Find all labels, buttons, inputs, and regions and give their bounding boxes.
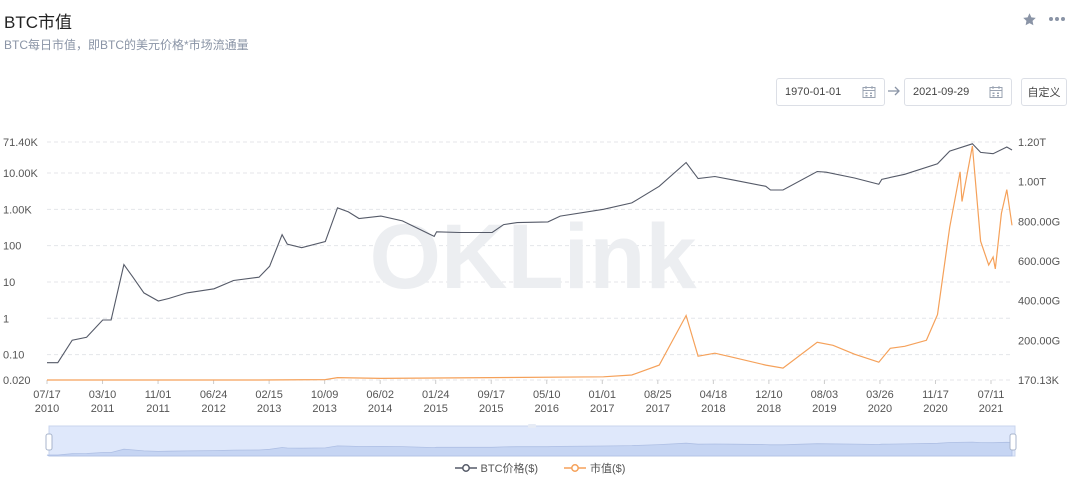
x-tick-year: 2013 [312, 403, 336, 415]
line-marker-icon [454, 464, 477, 472]
y-axis-left: 71.40K 10.00K 1.00K 100 10 1 0.10 0.020 [3, 137, 39, 387]
slider-overview [46, 441, 1013, 457]
y-left-tick-label: 0.10 [3, 350, 24, 362]
x-tick-year: 2010 [35, 403, 59, 415]
slider-handle-right [1009, 433, 1017, 451]
x-tick-year: 2015 [423, 403, 447, 415]
end-date-value: 2021-09-29 [913, 86, 970, 98]
x-tick-label: 10/09 [311, 389, 339, 401]
header-actions [1020, 10, 1066, 28]
chart-area: OKLink 71.40K10.00K1.00K1001010.100.020 … [3, 137, 1060, 457]
start-date-input[interactable]: 1970-01-01 [776, 78, 885, 106]
legend-item-price[interactable]: BTC价格($) [454, 460, 538, 476]
plot-series [47, 143, 1013, 381]
slider-handle-left [45, 433, 53, 451]
y-right-tick-label: 400.00G [1018, 296, 1060, 308]
x-tick-label: 01/01 [589, 389, 617, 401]
x-axis: 07/17 2010 03/10 2011 11/01 2011 06/24 2012 02/1… [33, 380, 1004, 415]
chart-title: BTC市值 [4, 13, 72, 32]
line-marker-icon [564, 464, 586, 472]
x-tick-label: 09/17 [477, 389, 505, 401]
x-tick-year: 2011 [146, 403, 170, 415]
x-tick-year: 2012 [201, 403, 225, 415]
x-tick-year: 2020 [923, 403, 947, 415]
arrow-right-icon [888, 86, 900, 96]
market-cap-line [47, 145, 1013, 381]
star-icon[interactable] [1020, 10, 1038, 28]
x-tick-year: 2018 [757, 403, 781, 415]
x-tick-year: 2016 [535, 403, 559, 415]
x-tick-year: 2017 [590, 403, 614, 415]
x-tick-year: 2021 [979, 403, 1003, 415]
slider-grip [528, 424, 536, 428]
y-left-tick-label: 0.020 [3, 375, 31, 387]
x-tick-label: 03/26 [866, 389, 894, 401]
x-tick-year: 2014 [368, 403, 392, 415]
legend-label-price: BTC价格($) [480, 463, 538, 475]
legend-label-market-cap: 市值($) [590, 463, 626, 475]
y-left-tick-label: 1.00K [3, 204, 32, 216]
x-tick-year: 2018 [701, 403, 725, 415]
x-tick-label: 01/24 [422, 389, 450, 401]
x-tick-label: 06/24 [200, 389, 228, 401]
x-tick-label: 07/11 [978, 389, 1005, 401]
y-left-tick-label: 100 [3, 241, 21, 253]
x-tick-label: 05/10 [533, 389, 561, 401]
x-tick-year: 2019 [812, 403, 836, 415]
x-tick-year: 2011 [91, 403, 115, 415]
x-tick-label: 08/03 [811, 389, 839, 401]
start-date-value: 1970-01-01 [785, 86, 842, 98]
chart-subtitle: BTC每日市值，即BTC的美元价格*市场流通量 [4, 38, 249, 52]
calendar-icon [862, 86, 876, 98]
x-tick-label: 12/10 [755, 389, 783, 401]
y-axis-right: 1.20T 1.00T 800.00G 600.00G 400.00G 200.00G 17… [1018, 137, 1060, 387]
x-tick-label: 02/15 [255, 389, 283, 401]
x-tick-label: 07/17 [33, 389, 61, 401]
x-tick-label: 11/01 [145, 389, 172, 401]
end-date-input[interactable]: 2021-09-29 [904, 78, 1012, 106]
y-right-tick-label: 1.00T [1018, 177, 1046, 189]
custom-range-button[interactable]: 自定义 [1021, 78, 1067, 106]
x-tick-year: 2015 [479, 403, 503, 415]
calendar-icon [989, 86, 1003, 98]
watermark: OKLink [369, 206, 697, 308]
y-left-tick-label: 10.00K [3, 168, 39, 180]
y-left-tick-label: 71.40K [3, 137, 39, 149]
x-tick-label: 04/18 [700, 389, 728, 401]
y-right-tick-label: 170.13K [1018, 375, 1060, 387]
y-right-tick-label: 800.00G [1018, 216, 1060, 228]
x-tick-label: 11/17 [922, 389, 949, 401]
x-tick-year: 2020 [868, 403, 892, 415]
legend-item-market-cap[interactable]: 市值($) [564, 460, 625, 476]
y-left-tick-label: 1 [3, 313, 9, 325]
x-tick-label: 06/02 [366, 389, 394, 401]
legend: BTC价格($) 市值($) [0, 460, 1080, 476]
zoom-slider[interactable] [45, 424, 1017, 457]
y-right-tick-label: 600.00G [1018, 256, 1060, 268]
x-tick-year: 2013 [257, 403, 281, 415]
x-tick-label: 08/25 [644, 389, 672, 401]
btc-price-line [47, 143, 1013, 364]
y-right-tick-label: 200.00G [1018, 335, 1060, 347]
y-left-tick-label: 10 [3, 277, 15, 289]
more-dots-icon[interactable] [1048, 10, 1066, 28]
y-right-tick-label: 1.20T [1018, 137, 1046, 149]
x-tick-label: 03/10 [89, 389, 117, 401]
x-tick-year: 2017 [646, 403, 670, 415]
